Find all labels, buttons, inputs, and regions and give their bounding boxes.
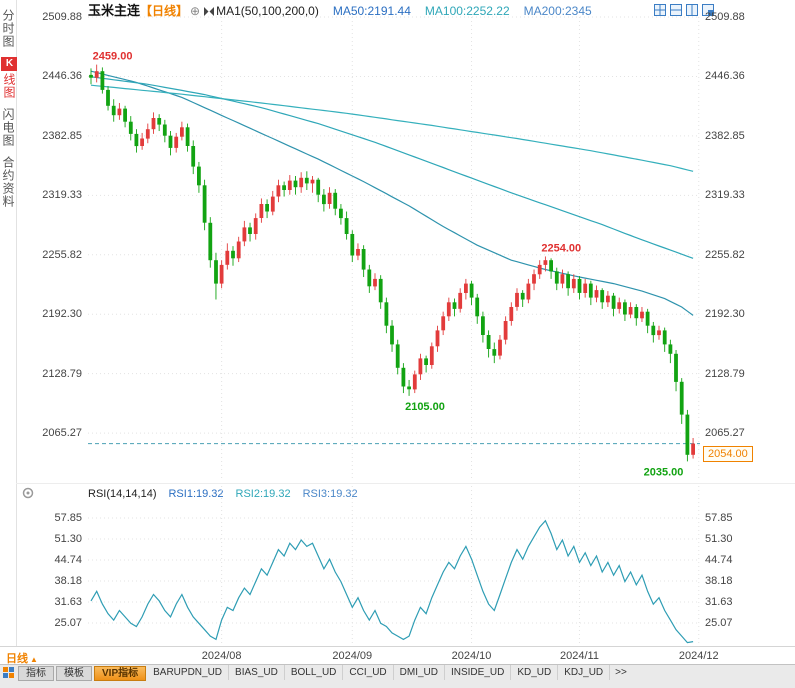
- main-y-label-left-3: 2319.33: [42, 189, 82, 202]
- rsi-y-label-left-0: 57.85: [54, 512, 82, 524]
- tab-indicator[interactable]: 指标: [18, 666, 54, 681]
- rsi-y-label-right-1: 51.30: [705, 533, 733, 545]
- dropdown-arrow-icon: ▲: [30, 655, 38, 664]
- rsi-y-label-right-5: 25.07: [705, 617, 733, 629]
- period-badge-label: 日线: [6, 653, 28, 665]
- indicator-flag-icon: [204, 4, 215, 20]
- left-sidebar: 分时图 K线图闪电图合约资料: [0, 0, 17, 646]
- rsi-y-label-right-0: 57.85: [705, 512, 733, 524]
- rsi-line: [90, 519, 694, 644]
- price-annotation-0: 2459.00: [93, 51, 133, 63]
- tab-kd-ud[interactable]: KD_UD: [511, 665, 559, 680]
- symbol-title: 玉米主连: [88, 3, 141, 18]
- rsi-values: RSI1:19.32 RSI2:19.32 RSI3:19.32: [156, 488, 357, 500]
- main-y-label-right-5: 2192.30: [705, 308, 745, 321]
- tab-boll-ud[interactable]: BOLL_UD: [285, 665, 344, 680]
- layout-icon-group: [654, 4, 714, 16]
- price-annotation-3: 2035.00: [644, 466, 684, 478]
- sidebar-item-flash-chart[interactable]: 闪电图: [1, 108, 15, 147]
- main-y-label-right-4: 2255.82: [705, 248, 745, 261]
- main-y-label-right-3: 2319.33: [705, 189, 745, 202]
- main-y-label-left-6: 2128.79: [42, 367, 82, 380]
- rsi-y-label-left-1: 51.30: [54, 533, 82, 545]
- rsi-y-label-left-2: 44.74: [54, 554, 82, 566]
- tab-vip-indicator[interactable]: VIP指标: [94, 666, 147, 681]
- tab-cci-ud[interactable]: CCI_UD: [343, 665, 394, 680]
- main-y-label-left-4: 2255.82: [42, 248, 82, 261]
- pane-separator: [16, 483, 795, 484]
- x-axis-label-3: 2024/11: [559, 650, 599, 662]
- main-y-label-left-1: 2446.36: [42, 70, 82, 83]
- layout-quad-icon[interactable]: [654, 4, 666, 16]
- rsi-y-label-left-4: 31.63: [54, 596, 82, 608]
- ma200-line: [90, 84, 694, 172]
- rsi-y-label-left-3: 38.18: [54, 575, 82, 587]
- rsi-formula-label: RSI(14,14,14): [88, 488, 157, 500]
- last-price-tag: 2054.00: [703, 446, 753, 462]
- main-y-label-left-7: 2065.27: [42, 427, 82, 440]
- sidebar-item-time-chart[interactable]: 分时图: [1, 9, 15, 48]
- x-axis-label-0: 2024/08: [201, 650, 242, 662]
- period-selector[interactable]: 日线 ▲: [6, 650, 38, 666]
- main-y-label-right-6: 2128.79: [705, 367, 745, 380]
- rsi-y-label-right-3: 38.18: [705, 575, 733, 587]
- ma50-line: [90, 70, 694, 316]
- indicator-tab-bar: 指标 模板 VIP指标 BARUPDN_UD BIAS_UD BOLL_UD CCI_UD D…: [0, 664, 795, 688]
- x-axis-label-2: 2024/10: [451, 650, 492, 662]
- tab-kdj-ud[interactable]: KDJ_UD: [558, 665, 611, 680]
- tab-bias-ud[interactable]: BIAS_UD: [229, 665, 285, 680]
- period-label: 【日线】: [140, 4, 189, 18]
- add-indicator-icon[interactable]: ⊕: [190, 4, 201, 18]
- layout-single-icon[interactable]: [702, 4, 714, 16]
- tab-more[interactable]: >>: [615, 667, 627, 678]
- sidebar-item-kline-chart[interactable]: K线图: [1, 57, 17, 99]
- ma200-label: MA200:2345: [523, 4, 592, 18]
- ma100-line: [90, 76, 694, 259]
- main-y-label-right-0: 2509.88: [705, 11, 745, 23]
- x-axis-label-1: 2024/09: [332, 650, 373, 662]
- rsi-header: RSI(14,14,14) RSI1:19.32 RSI2:19.32 RSI3:19…: [88, 488, 358, 500]
- tab-template[interactable]: 模板: [56, 666, 92, 681]
- ma50-label: MA50:2191.44: [332, 4, 411, 18]
- ma-values: MA50:2191.44 MA100:2252.22 MA200:2345: [319, 4, 592, 18]
- tab-inside-ud[interactable]: INSIDE_UD: [445, 665, 512, 680]
- layout-hsplit-icon[interactable]: [670, 4, 682, 16]
- kline-badge: K: [1, 57, 17, 71]
- rsi-y-label-right-4: 31.63: [705, 596, 733, 608]
- main-y-label-right-1: 2446.36: [705, 70, 745, 83]
- pane-settings-icon[interactable]: [22, 487, 34, 502]
- sidebar-item-contract-info[interactable]: 合约资料: [1, 156, 15, 208]
- rsi-y-label-left-5: 25.07: [54, 617, 82, 629]
- rsi-chart[interactable]: [88, 486, 700, 646]
- ma100-label: MA100:2252.22: [424, 4, 510, 18]
- main-candlestick-chart[interactable]: 2459.00 2254.00 2105.00 2035.00: [88, 10, 700, 480]
- tab-barupdn-ud[interactable]: BARUPDN_UD: [147, 665, 230, 680]
- tab-dmi-ud[interactable]: DMI_UD: [394, 665, 445, 680]
- main-y-label-left-2: 2382.85: [42, 129, 82, 142]
- main-y-label-left-0: 2509.88: [42, 11, 82, 23]
- x-axis: 日线 ▲ 2024/08 2024/09 2024/10 2024/11 2024/12: [0, 646, 795, 665]
- price-annotation-2: 2105.00: [405, 401, 445, 413]
- main-y-label-right-7: 2065.27: [705, 427, 745, 440]
- rsi2-label: RSI2:19.32: [235, 488, 291, 500]
- ma-formula-label: MA1(50,100,200,0): [216, 4, 319, 18]
- panel-grid-icon[interactable]: [3, 667, 14, 681]
- price-annotation-1: 2254.00: [541, 242, 581, 254]
- layout-vsplit-icon[interactable]: [686, 4, 698, 16]
- rsi-y-label-right-2: 44.74: [705, 554, 733, 566]
- rsi1-label: RSI1:19.32: [168, 488, 224, 500]
- candles-group: [89, 64, 695, 462]
- rsi3-label: RSI3:19.32: [302, 488, 358, 500]
- main-y-label-left-5: 2192.30: [42, 308, 82, 321]
- x-axis-label-4: 2024/12: [678, 650, 719, 662]
- chart-header: 玉米主连【日线】 ⊕ MA1(50,100,200,0) MA50:2191.44 MA…: [88, 3, 592, 19]
- main-y-label-right-2: 2382.85: [705, 129, 745, 142]
